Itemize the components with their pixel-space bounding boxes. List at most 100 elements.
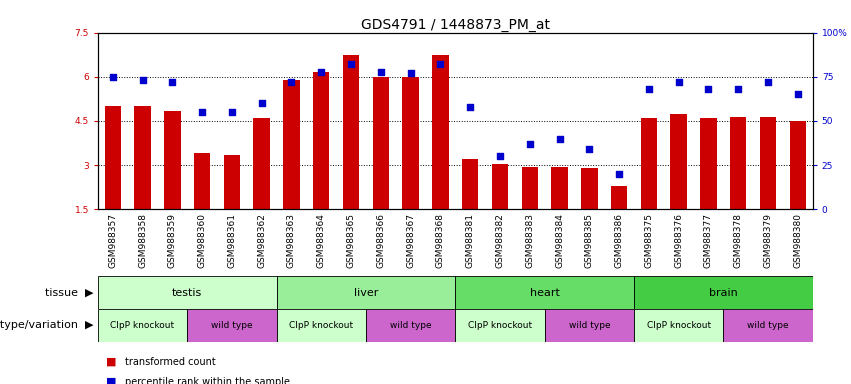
Bar bbox=[254, 118, 270, 209]
Bar bbox=[455, 276, 634, 309]
Point bbox=[106, 74, 119, 80]
Text: GSM988363: GSM988363 bbox=[287, 213, 296, 268]
Bar bbox=[462, 159, 478, 209]
Bar bbox=[760, 117, 776, 209]
Text: GSM988379: GSM988379 bbox=[763, 213, 773, 268]
Point bbox=[463, 104, 477, 110]
Bar bbox=[790, 121, 806, 209]
Point bbox=[374, 68, 387, 74]
Text: GSM988376: GSM988376 bbox=[674, 213, 683, 268]
Text: GSM988359: GSM988359 bbox=[168, 213, 177, 268]
Point bbox=[582, 146, 596, 152]
Point bbox=[225, 109, 238, 115]
Text: GSM988366: GSM988366 bbox=[376, 213, 386, 268]
Bar bbox=[730, 117, 746, 209]
Point bbox=[403, 70, 417, 76]
Point bbox=[136, 77, 150, 83]
Text: wild type: wild type bbox=[211, 321, 253, 330]
Bar bbox=[545, 309, 634, 342]
Point bbox=[315, 68, 328, 74]
Point bbox=[165, 79, 179, 85]
Text: GSM988365: GSM988365 bbox=[346, 213, 356, 268]
Point bbox=[523, 141, 536, 147]
Point bbox=[612, 171, 625, 177]
Text: GSM988386: GSM988386 bbox=[614, 213, 624, 268]
Text: GSM988368: GSM988368 bbox=[436, 213, 445, 268]
Text: GSM988377: GSM988377 bbox=[704, 213, 713, 268]
Text: wild type: wild type bbox=[390, 321, 431, 330]
Bar bbox=[187, 309, 277, 342]
Text: tissue  ▶: tissue ▶ bbox=[45, 288, 94, 298]
Bar bbox=[611, 186, 627, 209]
Point bbox=[761, 79, 774, 85]
Text: testis: testis bbox=[172, 288, 203, 298]
Text: GSM988381: GSM988381 bbox=[465, 213, 475, 268]
Point bbox=[642, 86, 655, 92]
Point bbox=[196, 109, 209, 115]
Text: GSM988375: GSM988375 bbox=[644, 213, 654, 268]
Point bbox=[672, 79, 686, 85]
Bar bbox=[700, 118, 717, 209]
Text: ClpP knockout: ClpP knockout bbox=[468, 321, 532, 330]
Text: percentile rank within the sample: percentile rank within the sample bbox=[125, 377, 290, 384]
Bar bbox=[403, 77, 419, 209]
Bar bbox=[283, 80, 300, 209]
Bar bbox=[105, 106, 121, 209]
Text: ClpP knockout: ClpP knockout bbox=[647, 321, 711, 330]
Text: liver: liver bbox=[354, 288, 378, 298]
Text: GSM988378: GSM988378 bbox=[734, 213, 743, 268]
Title: GDS4791 / 1448873_PM_at: GDS4791 / 1448873_PM_at bbox=[361, 18, 550, 31]
Bar bbox=[492, 164, 508, 209]
Text: GSM988367: GSM988367 bbox=[406, 213, 415, 268]
Text: GSM988364: GSM988364 bbox=[317, 213, 326, 268]
Text: wild type: wild type bbox=[568, 321, 610, 330]
Point bbox=[284, 79, 298, 85]
Bar bbox=[164, 111, 180, 209]
Text: GSM988380: GSM988380 bbox=[793, 213, 802, 268]
Bar bbox=[455, 309, 545, 342]
Bar bbox=[194, 153, 210, 209]
Point bbox=[255, 100, 269, 106]
Text: GSM988383: GSM988383 bbox=[525, 213, 534, 268]
Point bbox=[344, 61, 357, 68]
Bar bbox=[366, 309, 455, 342]
Point bbox=[791, 91, 805, 98]
Text: ■: ■ bbox=[106, 357, 117, 367]
Bar bbox=[641, 118, 657, 209]
Text: wild type: wild type bbox=[747, 321, 789, 330]
Bar bbox=[634, 309, 723, 342]
Text: heart: heart bbox=[529, 288, 560, 298]
Bar bbox=[373, 77, 389, 209]
Bar bbox=[277, 309, 366, 342]
Bar bbox=[98, 276, 277, 309]
Bar bbox=[671, 114, 687, 209]
Point bbox=[493, 153, 506, 159]
Bar bbox=[134, 106, 151, 209]
Text: GSM988361: GSM988361 bbox=[227, 213, 237, 268]
Text: GSM988358: GSM988358 bbox=[138, 213, 147, 268]
Point bbox=[701, 86, 715, 92]
Text: GSM988385: GSM988385 bbox=[585, 213, 594, 268]
Bar bbox=[98, 309, 187, 342]
Text: brain: brain bbox=[709, 288, 738, 298]
Bar bbox=[723, 309, 813, 342]
Bar bbox=[277, 276, 455, 309]
Bar bbox=[551, 167, 568, 209]
Text: GSM988357: GSM988357 bbox=[108, 213, 117, 268]
Text: ■: ■ bbox=[106, 377, 117, 384]
Text: ClpP knockout: ClpP knockout bbox=[289, 321, 353, 330]
Bar bbox=[634, 276, 813, 309]
Bar bbox=[313, 73, 329, 209]
Point bbox=[553, 136, 567, 142]
Point bbox=[731, 86, 745, 92]
Bar bbox=[432, 55, 448, 209]
Bar bbox=[581, 168, 597, 209]
Point bbox=[433, 61, 448, 68]
Bar bbox=[224, 155, 240, 209]
Text: GSM988362: GSM988362 bbox=[257, 213, 266, 268]
Bar bbox=[522, 167, 538, 209]
Text: GSM988360: GSM988360 bbox=[197, 213, 207, 268]
Text: GSM988382: GSM988382 bbox=[495, 213, 505, 268]
Text: transformed count: transformed count bbox=[125, 357, 216, 367]
Text: ClpP knockout: ClpP knockout bbox=[111, 321, 174, 330]
